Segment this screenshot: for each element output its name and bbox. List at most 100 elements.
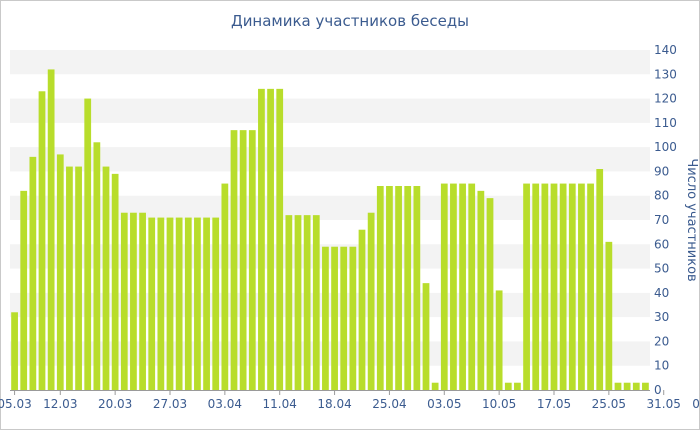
bar [587, 183, 594, 390]
bar [66, 166, 73, 390]
bar [166, 217, 174, 390]
x-tick-label: 03.04 [208, 397, 242, 411]
y-tick-label: 120 [654, 92, 677, 106]
bar [267, 88, 274, 390]
x-tick-label: 27.03 [153, 397, 187, 411]
x-tick-label: 18.04 [317, 397, 351, 411]
bar [450, 183, 457, 390]
y-tick-label: 140 [654, 43, 677, 57]
chart-title: Динамика участников беседы [230, 12, 470, 30]
bar [248, 130, 256, 390]
bar [157, 217, 165, 390]
bar [431, 382, 439, 390]
y-tick-label: 70 [654, 213, 669, 227]
bar [376, 186, 384, 390]
bar [459, 183, 466, 390]
bar [93, 142, 101, 390]
bar [477, 190, 485, 390]
x-tick-label: 12.03 [43, 397, 77, 411]
bar [312, 215, 320, 390]
bar [276, 88, 284, 390]
bar [47, 69, 55, 390]
bar [139, 212, 146, 390]
bar [102, 166, 110, 390]
bar [568, 183, 576, 390]
x-tick-label: 11.04 [263, 397, 297, 411]
x-axis-ticks: 05.03 12.03 20.03 27.03 03.04 11.04 18.04 25.04… [0, 390, 700, 411]
y-tick-label: 50 [654, 262, 669, 276]
x-tick-label: 05.03 [0, 397, 32, 411]
bar [632, 382, 640, 390]
bar [559, 183, 567, 390]
grid-band [10, 147, 650, 172]
bar [578, 183, 585, 390]
bar [440, 183, 448, 390]
bar [194, 217, 201, 390]
bar [84, 98, 92, 391]
bar [623, 382, 631, 390]
bar [614, 382, 622, 390]
bar [386, 186, 393, 390]
bar [38, 91, 46, 391]
bar [175, 217, 183, 390]
bar [184, 217, 192, 390]
y-tick-label: 100 [654, 140, 677, 154]
y-tick-label: 60 [654, 237, 669, 251]
bar [367, 212, 375, 390]
bar [130, 212, 137, 390]
y-tick-label: 0 [654, 383, 662, 397]
bar [358, 229, 366, 390]
bar [20, 190, 28, 390]
bar [11, 312, 18, 390]
y-tick-label: 10 [654, 359, 669, 373]
bar [322, 246, 329, 390]
bar [56, 154, 64, 390]
bar [523, 183, 530, 390]
bar [532, 183, 540, 390]
x-tick-label: 31.05 [647, 397, 681, 411]
bar [504, 382, 512, 390]
bar [550, 183, 558, 390]
bar [230, 130, 238, 390]
bar [239, 130, 247, 390]
bar [29, 156, 37, 390]
x-tick-label: 05.06 [692, 397, 700, 411]
x-tick-label: 17.05 [537, 397, 571, 411]
bar-series [11, 69, 649, 391]
bar [340, 246, 348, 390]
y-tick-label: 90 [654, 164, 669, 178]
bar [541, 183, 549, 390]
y-tick-label: 110 [654, 116, 677, 130]
bar [111, 173, 119, 390]
bar [349, 246, 357, 390]
bar [148, 217, 156, 390]
grid-band [10, 50, 650, 75]
grid-band [10, 98, 650, 123]
y-tick-label: 20 [654, 334, 669, 348]
bar [294, 215, 302, 390]
bar [303, 215, 311, 390]
bar [605, 241, 613, 390]
x-tick-label: 25.05 [592, 397, 626, 411]
bar [486, 198, 494, 390]
bar [285, 215, 293, 390]
bar [203, 217, 210, 390]
x-tick-label: 03.05 [427, 397, 461, 411]
y-tick-label: 130 [654, 67, 677, 81]
bar [495, 290, 503, 390]
bar [395, 186, 402, 390]
bar [596, 169, 604, 390]
bar [468, 183, 476, 390]
bar [258, 88, 265, 390]
x-tick-label: 10.05 [482, 397, 516, 411]
bar [642, 382, 649, 390]
y-tick-label: 80 [654, 189, 669, 203]
bar [422, 283, 430, 390]
bar [404, 186, 412, 390]
y-axis: 0 10 20 30 40 50 60 70 80 90 100 110 120 130 140 [654, 43, 677, 397]
y-tick-label: 30 [654, 310, 669, 324]
bar [212, 217, 220, 390]
bar [221, 183, 229, 390]
x-tick-label: 25.04 [372, 397, 406, 411]
